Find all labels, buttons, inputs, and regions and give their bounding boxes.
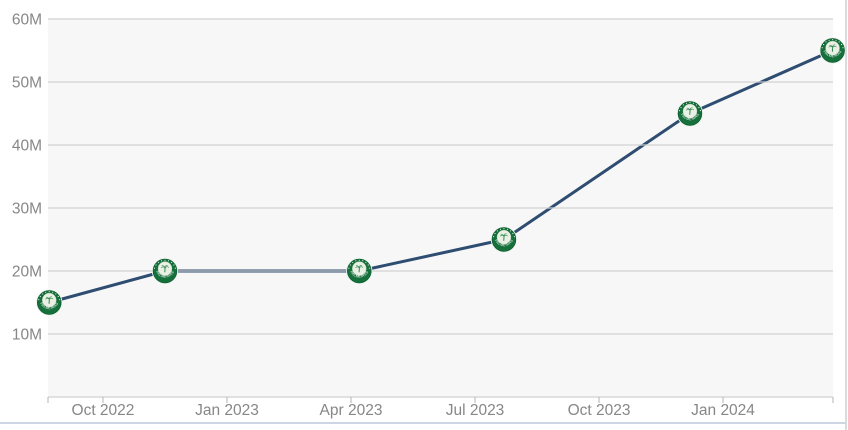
data-point-palmeiras-badge[interactable] bbox=[151, 257, 179, 285]
data-point-palmeiras-badge[interactable] bbox=[676, 100, 704, 127]
data-point-palmeiras-badge[interactable] bbox=[346, 257, 373, 285]
panel-bottom-border bbox=[0, 422, 846, 424]
y-axis-label: 50M bbox=[12, 75, 42, 92]
data-point-palmeiras-badge[interactable] bbox=[36, 289, 63, 316]
y-axis-label: 10M bbox=[12, 327, 42, 344]
data-point-palmeiras-badge[interactable] bbox=[490, 226, 518, 253]
panel-right-border bbox=[845, 0, 847, 430]
y-axis-label: 40M bbox=[12, 138, 42, 155]
x-axis: Oct 2022 Jan 2023 Apr 2023 Jul 2023 Oct 2023… bbox=[47, 397, 834, 419]
gridlines-overlay bbox=[48, 18, 833, 398]
y-axis-label: 30M bbox=[12, 201, 42, 218]
y-axis-label: 60M bbox=[12, 12, 42, 29]
x-axis-label: Oct 2022 bbox=[72, 402, 135, 419]
x-axis-label: Jul 2023 bbox=[446, 402, 505, 419]
x-axis-label: Jan 2024 bbox=[691, 402, 755, 419]
x-axis-label: Apr 2023 bbox=[320, 402, 383, 419]
y-axis: 10M 20M 30M 40M 50M 60M bbox=[12, 12, 42, 344]
x-axis-label: Oct 2023 bbox=[568, 402, 631, 419]
series-line bbox=[47, 49, 835, 304]
x-axis-label: Jan 2023 bbox=[195, 402, 259, 419]
y-axis-label: 20M bbox=[12, 264, 42, 281]
data-point-palmeiras-badge[interactable] bbox=[819, 37, 846, 64]
